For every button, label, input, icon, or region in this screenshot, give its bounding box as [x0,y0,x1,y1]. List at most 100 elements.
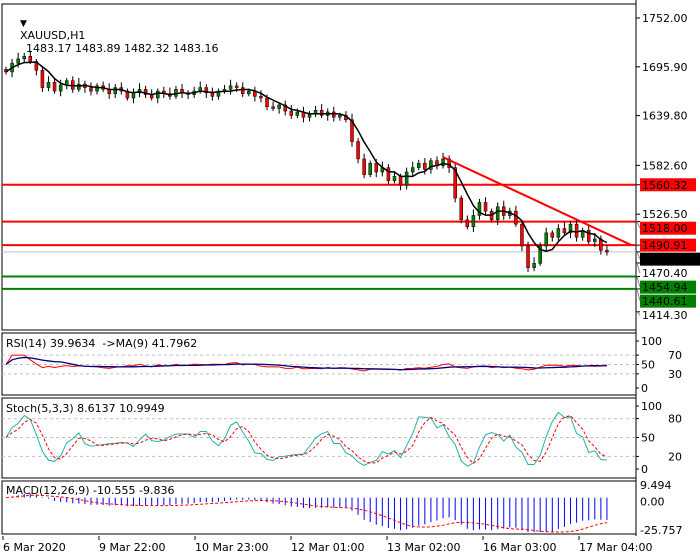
bull-candle [538,245,542,264]
price-tick-label: 1752.00 [642,12,688,25]
support-level-box [640,294,696,308]
bull-candle [441,158,445,167]
bear-candle [240,87,245,94]
bear-candle [514,210,518,225]
price-tick-label: 1414.30 [642,309,688,322]
price-tick-label: 1639.80 [642,110,688,123]
bear-candle [423,163,427,170]
last-price-box [640,252,700,266]
macd-signal-line [5,494,608,533]
time-tick-label: 10 Mar 23:00 [195,541,268,554]
bear-candle [453,167,457,199]
bear-candle [52,82,57,92]
bear-candle [143,89,148,95]
bull-candle [532,263,536,268]
bull-candle [471,215,476,228]
bear-candle [204,87,209,94]
bull-candle [568,223,573,234]
bear-candle [350,119,354,142]
bull-candle [295,111,300,116]
bear-candle [332,111,336,118]
support-level-box [640,280,696,294]
rsi-tick-label: 50 [641,359,655,372]
bull-candle [95,85,99,92]
trendline [442,156,632,246]
time-tick-label: 12 Mar 01:00 [291,541,364,554]
rsi-tick-label: 0 [641,382,648,395]
bear-candle [210,92,215,97]
support-level-label: 1440.61 [642,295,688,308]
rsi-title: RSI(14) 39.9634 ->MA(9) 41.7962 [6,337,198,350]
bear-candle [28,56,33,62]
macd-tick-label: 0.00 [640,496,665,509]
label-connector [636,311,641,316]
label-connector [636,251,641,260]
bear-candle [386,167,391,181]
bear-candle [289,110,294,116]
price-tick-label: 1582.60 [642,159,688,172]
bear-candle [125,90,130,99]
price-tick-label: 1470.40 [642,267,688,280]
rsi-tick-label: 70 [668,349,682,362]
bull-candle [22,56,26,60]
ohlc-values: 1483.17 1483.89 1482.32 1483.16 [26,42,219,55]
symbol-label: XAUUSD,H1 [20,29,86,42]
bear-candle [586,230,591,242]
bull-candle [247,90,251,94]
bull-candle [404,171,409,186]
time-tick-label: 13 Mar 02:00 [387,541,460,554]
resistance-level-box [640,221,696,235]
time-tick-label: 6 Mar 2020 [3,541,66,554]
bear-candle [374,163,379,173]
bull-candle [338,115,342,118]
price-tick-label: 1526.50 [642,208,688,221]
time-tick-label: 9 Mar 22:00 [99,541,165,554]
time-tick-label: 16 Mar 03:00 [483,541,556,554]
bull-candle [417,163,421,168]
stoch-tick-label: 80 [668,413,682,426]
bull-candle [58,84,63,92]
bull-candle [477,202,482,216]
bear-candle [89,87,93,92]
bear-candle [283,104,287,112]
bull-candle [429,160,433,170]
dropdown-triangle-icon[interactable]: ▼ [20,19,27,29]
stoch-main-line [5,411,607,467]
stoch-title: Stoch(5,3,3) 8.6137 10.9949 [6,402,165,415]
label-connector [636,262,641,274]
bear-candle [574,223,579,238]
bull-candle [228,85,233,90]
bear-candle [356,141,360,160]
resistance-level-label: 1518.00 [642,222,688,235]
bear-candle [562,228,567,234]
bull-candle [544,232,548,247]
moving-average-line [5,61,608,252]
last-price-label: 1483.16 [642,253,688,266]
rsi-tick-label: 30 [668,368,682,381]
stoch-tick-label: 20 [668,450,682,463]
bear-candle [398,176,403,186]
macd-tick-label: 9.494 [640,479,672,492]
bear-candle [319,109,324,116]
bear-candle [271,106,275,109]
bear-candle [605,250,609,253]
resistance-level-box [640,238,696,252]
macd-tick-label: -25.757 [640,524,682,537]
bear-candle [526,245,530,268]
label-connector [636,288,641,302]
resistance-level-box [640,178,696,192]
bull-candle [46,82,51,88]
bull-candle [593,238,597,242]
bear-candle [550,232,555,238]
price-tick-label: 1695.90 [642,61,688,74]
bear-candle [483,202,488,212]
stoch-signal-line [5,415,608,465]
bear-candle [520,223,524,247]
bull-candle [410,167,415,173]
macd-title: MACD(12,26,9) -10.555 -9.836 [6,484,175,497]
bear-candle [465,219,470,228]
label-connector [636,276,641,288]
stoch-tick-label: 100 [641,400,662,413]
